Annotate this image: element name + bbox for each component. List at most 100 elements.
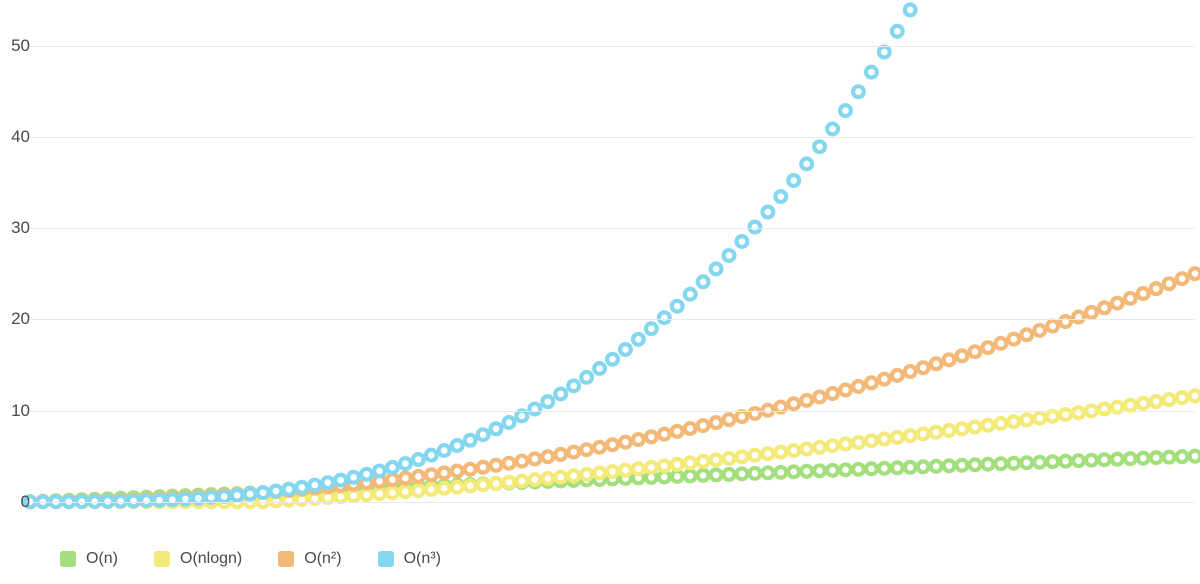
- gridline: [30, 46, 1195, 47]
- marker-ring: [232, 490, 243, 501]
- marker-ring: [387, 487, 398, 498]
- marker-ring: [413, 471, 424, 482]
- marker-ring: [970, 422, 981, 433]
- marker-ring: [1190, 390, 1200, 401]
- gridline: [30, 502, 1195, 503]
- legend-label: O(n³): [404, 550, 441, 568]
- marker-ring: [905, 462, 916, 473]
- marker-ring: [1047, 411, 1058, 422]
- marker-ring: [853, 381, 864, 392]
- marker-ring: [555, 472, 566, 483]
- marker-ring: [892, 462, 903, 473]
- legend-swatch-on2: [278, 551, 294, 567]
- marker-ring: [957, 460, 968, 471]
- marker-ring: [970, 346, 981, 357]
- marker-ring: [258, 487, 269, 498]
- marker-ring: [995, 338, 1006, 349]
- marker-ring: [762, 448, 773, 459]
- marker-ring: [827, 440, 838, 451]
- legend-item-on2[interactable]: O(n²): [278, 550, 341, 568]
- marker-ring: [711, 417, 722, 428]
- marker-ring: [827, 388, 838, 399]
- marker-ring: [504, 458, 515, 469]
- marker-ring: [607, 439, 618, 450]
- marker-ring: [866, 463, 877, 474]
- marker-ring: [853, 437, 864, 448]
- marker-ring: [465, 464, 476, 475]
- marker-ring: [801, 395, 812, 406]
- marker-ring: [711, 263, 722, 274]
- marker-ring: [698, 470, 709, 481]
- marker-ring: [400, 486, 411, 497]
- marker-ring: [749, 450, 760, 461]
- marker-ring: [659, 429, 670, 440]
- marker-ring: [905, 366, 916, 377]
- marker-ring: [892, 432, 903, 443]
- marker-ring: [1164, 452, 1175, 463]
- marker-ring: [620, 465, 631, 476]
- marker-ring: [439, 483, 450, 494]
- marker-ring: [1021, 329, 1032, 340]
- marker-ring: [594, 468, 605, 479]
- marker-ring: [918, 362, 929, 373]
- legend-label: O(nlogn): [180, 550, 242, 568]
- marker-ring: [180, 494, 191, 505]
- marker-ring: [801, 158, 812, 169]
- marker-ring: [542, 396, 553, 407]
- marker-ring: [775, 191, 786, 202]
- marker-ring: [814, 141, 825, 152]
- marker-ring: [931, 427, 942, 438]
- chart-legend: O(n) O(nlogn) O(n²) O(n³): [60, 550, 441, 568]
- marker-ring: [892, 26, 903, 37]
- marker-ring: [1099, 454, 1110, 465]
- marker-ring: [853, 86, 864, 97]
- marker-ring: [516, 456, 527, 467]
- marker-ring: [1060, 316, 1071, 327]
- marker-ring: [1034, 457, 1045, 468]
- marker-ring: [426, 469, 437, 480]
- marker-ring: [1034, 413, 1045, 424]
- legend-item-on[interactable]: O(n): [60, 550, 118, 568]
- marker-ring: [1125, 400, 1136, 411]
- marker-ring: [504, 477, 515, 488]
- marker-ring: [426, 484, 437, 495]
- marker-ring: [245, 489, 256, 500]
- marker-ring: [944, 425, 955, 436]
- marker-ring: [607, 466, 618, 477]
- marker-ring: [672, 471, 683, 482]
- marker-ring: [1125, 453, 1136, 464]
- marker-ring: [1034, 325, 1045, 336]
- marker-ring: [840, 439, 851, 450]
- marker-ring: [840, 464, 851, 475]
- legend-label: O(n): [86, 550, 118, 568]
- marker-ring: [659, 312, 670, 323]
- marker-ring: [840, 105, 851, 116]
- marker-ring: [905, 430, 916, 441]
- marker-ring: [271, 486, 282, 497]
- marker-ring: [555, 449, 566, 460]
- marker-ring: [478, 479, 489, 490]
- marker-ring: [685, 471, 696, 482]
- marker-ring: [581, 444, 592, 455]
- marker-ring: [698, 276, 709, 287]
- y-tick-label: 20: [11, 309, 30, 329]
- marker-ring: [931, 461, 942, 472]
- marker-ring: [1021, 415, 1032, 426]
- marker-ring: [905, 4, 916, 15]
- marker-ring: [646, 462, 657, 473]
- marker-ring: [1138, 453, 1149, 464]
- marker-ring: [1177, 451, 1188, 462]
- marker-ring: [775, 447, 786, 458]
- marker-ring: [1177, 392, 1188, 403]
- marker-ring: [465, 481, 476, 492]
- legend-item-on3[interactable]: O(n³): [378, 550, 441, 568]
- y-tick-label: 40: [11, 127, 30, 147]
- marker-ring: [1008, 458, 1019, 469]
- marker-ring: [1190, 268, 1200, 279]
- marker-ring: [788, 175, 799, 186]
- marker-ring: [478, 429, 489, 440]
- marker-ring: [762, 207, 773, 218]
- marker-ring: [335, 475, 346, 486]
- marker-ring: [361, 469, 372, 480]
- legend-item-onlogn[interactable]: O(nlogn): [154, 550, 242, 568]
